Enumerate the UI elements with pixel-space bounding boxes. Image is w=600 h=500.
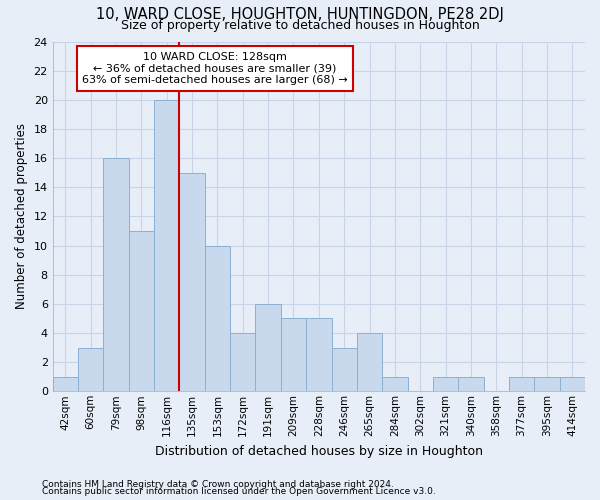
Bar <box>433 376 458 392</box>
Bar <box>256 304 281 392</box>
Bar <box>53 376 78 392</box>
Text: Size of property relative to detached houses in Houghton: Size of property relative to detached ho… <box>121 18 479 32</box>
Bar <box>179 172 205 392</box>
Bar <box>306 318 332 392</box>
Bar <box>560 376 585 392</box>
Bar <box>332 348 357 392</box>
Text: Contains public sector information licensed under the Open Government Licence v3: Contains public sector information licen… <box>42 487 436 496</box>
Bar <box>154 100 179 392</box>
Bar <box>129 231 154 392</box>
Bar <box>78 348 103 392</box>
Bar <box>509 376 535 392</box>
Bar <box>230 333 256 392</box>
Text: Contains HM Land Registry data © Crown copyright and database right 2024.: Contains HM Land Registry data © Crown c… <box>42 480 394 489</box>
Bar <box>357 333 382 392</box>
Y-axis label: Number of detached properties: Number of detached properties <box>15 124 28 310</box>
Bar <box>458 376 484 392</box>
Bar <box>382 376 407 392</box>
X-axis label: Distribution of detached houses by size in Houghton: Distribution of detached houses by size … <box>155 444 483 458</box>
Bar <box>103 158 129 392</box>
Bar <box>281 318 306 392</box>
Bar <box>535 376 560 392</box>
Text: 10 WARD CLOSE: 128sqm  
← 36% of detached houses are smaller (39)
63% of semi-de: 10 WARD CLOSE: 128sqm ← 36% of detached … <box>82 52 348 85</box>
Bar <box>205 246 230 392</box>
Text: 10, WARD CLOSE, HOUGHTON, HUNTINGDON, PE28 2DJ: 10, WARD CLOSE, HOUGHTON, HUNTINGDON, PE… <box>96 8 504 22</box>
